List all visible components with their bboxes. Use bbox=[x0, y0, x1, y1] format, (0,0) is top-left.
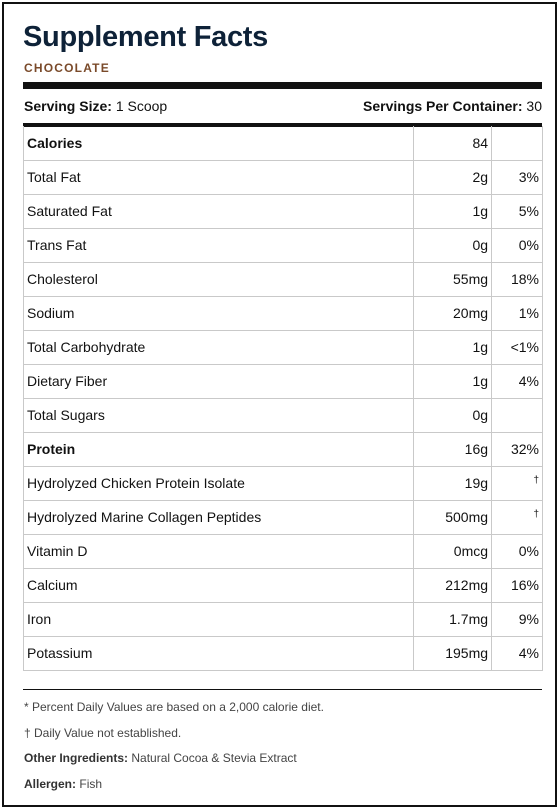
dagger-note: † Daily Value not established. bbox=[24, 726, 182, 740]
nutrient-name: Calcium bbox=[22, 567, 415, 603]
nutrient-daily-value: † bbox=[491, 499, 543, 535]
dagger-mark: † bbox=[533, 474, 539, 486]
nutrient-amount: 0g bbox=[413, 397, 493, 433]
servings-per-container-value: 30 bbox=[526, 98, 542, 114]
table-row: Protein 16g 32% bbox=[22, 431, 543, 467]
nutrient-amount: 55mg bbox=[413, 261, 493, 297]
nutrient-name: Sodium bbox=[22, 295, 415, 331]
table-row: Vitamin D 0mcg 0% bbox=[22, 533, 543, 569]
nutrient-amount: 84 bbox=[413, 126, 493, 161]
thick-divider bbox=[23, 82, 542, 89]
table-row: Total Sugars 0g bbox=[22, 397, 543, 433]
nutrient-daily-value: 4% bbox=[491, 635, 543, 671]
table-row: Total Fat 2g 3% bbox=[22, 159, 543, 195]
nutrient-name: Saturated Fat bbox=[22, 193, 415, 229]
footnote-divider bbox=[23, 689, 542, 690]
nutrient-name: Protein bbox=[22, 431, 415, 467]
table-row: Sodium 20mg 1% bbox=[22, 295, 543, 331]
table-row: Calcium 212mg 16% bbox=[22, 567, 543, 603]
nutrient-amount: 500mg bbox=[413, 499, 493, 535]
nutrient-amount: 195mg bbox=[413, 635, 493, 671]
nutrient-name: Trans Fat bbox=[22, 227, 415, 263]
nutrient-name: Total Fat bbox=[22, 159, 415, 195]
nutrient-name: Potassium bbox=[22, 635, 415, 671]
table-row: Calories 84 bbox=[22, 126, 543, 161]
nutrient-daily-value: 0% bbox=[491, 533, 543, 569]
nutrient-daily-value bbox=[491, 126, 543, 161]
nutrient-name: Total Sugars bbox=[22, 397, 415, 433]
other-ingredients-value: Natural Cocoa & Stevia Extract bbox=[131, 751, 297, 765]
table-row: Total Carbohydrate 1g <1% bbox=[22, 329, 543, 365]
table-row: Potassium 195mg 4% bbox=[22, 635, 543, 671]
nutrient-name: Hydrolyzed Chicken Protein Isolate bbox=[22, 465, 415, 501]
allergen-value: Fish bbox=[79, 777, 103, 791]
nutrient-name: Calories bbox=[22, 126, 415, 161]
nutrient-amount: 19g bbox=[413, 465, 493, 501]
serving-info: Serving Size: 1 Scoop Servings Per Conta… bbox=[24, 98, 542, 114]
serving-size: Serving Size: 1 Scoop bbox=[24, 98, 167, 114]
flavor-label: CHOCOLATE bbox=[24, 61, 110, 75]
nutrient-amount: 20mg bbox=[413, 295, 493, 331]
nutrient-daily-value: 1% bbox=[491, 295, 543, 331]
dagger-mark: † bbox=[533, 508, 539, 520]
nutrient-daily-value: 9% bbox=[491, 601, 543, 637]
nutrient-amount: 1g bbox=[413, 193, 493, 229]
nutrient-daily-value: 18% bbox=[491, 261, 543, 297]
table-row: Trans Fat 0g 0% bbox=[22, 227, 543, 263]
nutrient-amount: 212mg bbox=[413, 567, 493, 603]
table-row: Hydrolyzed Chicken Protein Isolate 19g † bbox=[22, 465, 543, 501]
other-ingredients: Other Ingredients: Natural Cocoa & Stevi… bbox=[24, 751, 297, 765]
table-row: Saturated Fat 1g 5% bbox=[22, 193, 543, 229]
nutrient-name: Hydrolyzed Marine Collagen Peptides bbox=[22, 499, 415, 535]
nutrient-name: Dietary Fiber bbox=[22, 363, 415, 399]
table-row: Cholesterol 55mg 18% bbox=[22, 261, 543, 297]
nutrient-daily-value: 32% bbox=[491, 431, 543, 467]
nutrient-amount: 1.7mg bbox=[413, 601, 493, 637]
medium-divider bbox=[23, 123, 542, 127]
nutrient-daily-value bbox=[491, 397, 543, 433]
servings-per-container-label: Servings Per Container: bbox=[363, 98, 523, 114]
nutrient-daily-value: 3% bbox=[491, 159, 543, 195]
percent-daily-value-note: * Percent Daily Values are based on a 2,… bbox=[24, 700, 324, 714]
allergen-label: Allergen: bbox=[24, 777, 77, 791]
nutrient-amount: 0mcg bbox=[413, 533, 493, 569]
nutrient-amount: 1g bbox=[413, 329, 493, 365]
serving-size-label: Serving Size: bbox=[24, 98, 112, 114]
nutrient-daily-value: 4% bbox=[491, 363, 543, 399]
nutrient-amount: 0g bbox=[413, 227, 493, 263]
nutrient-name: Vitamin D bbox=[22, 533, 415, 569]
nutrient-name: Cholesterol bbox=[22, 261, 415, 297]
nutrient-name: Iron bbox=[22, 601, 415, 637]
nutrient-amount: 16g bbox=[413, 431, 493, 467]
table-row: Iron 1.7mg 9% bbox=[22, 601, 543, 637]
allergen-info: Allergen: Fish bbox=[24, 777, 102, 791]
nutrient-daily-value: 16% bbox=[491, 567, 543, 603]
panel-title: Supplement Facts bbox=[23, 21, 268, 53]
table-row: Dietary Fiber 1g 4% bbox=[22, 363, 543, 399]
nutrient-daily-value: † bbox=[491, 465, 543, 501]
nutrient-amount: 1g bbox=[413, 363, 493, 399]
nutrient-daily-value: <1% bbox=[491, 329, 543, 365]
serving-size-value: 1 Scoop bbox=[115, 98, 168, 114]
nutrient-table: Calories 84 Total Fat 2g 3% Saturated Fa… bbox=[22, 126, 543, 671]
other-ingredients-label: Other Ingredients: bbox=[24, 751, 129, 765]
nutrient-amount: 2g bbox=[413, 159, 493, 195]
table-row: Hydrolyzed Marine Collagen Peptides 500m… bbox=[22, 499, 543, 535]
nutrient-daily-value: 0% bbox=[491, 227, 543, 263]
servings-per-container: Servings Per Container: 30 bbox=[363, 98, 542, 114]
nutrient-name: Total Carbohydrate bbox=[22, 329, 415, 365]
nutrient-daily-value: 5% bbox=[491, 193, 543, 229]
